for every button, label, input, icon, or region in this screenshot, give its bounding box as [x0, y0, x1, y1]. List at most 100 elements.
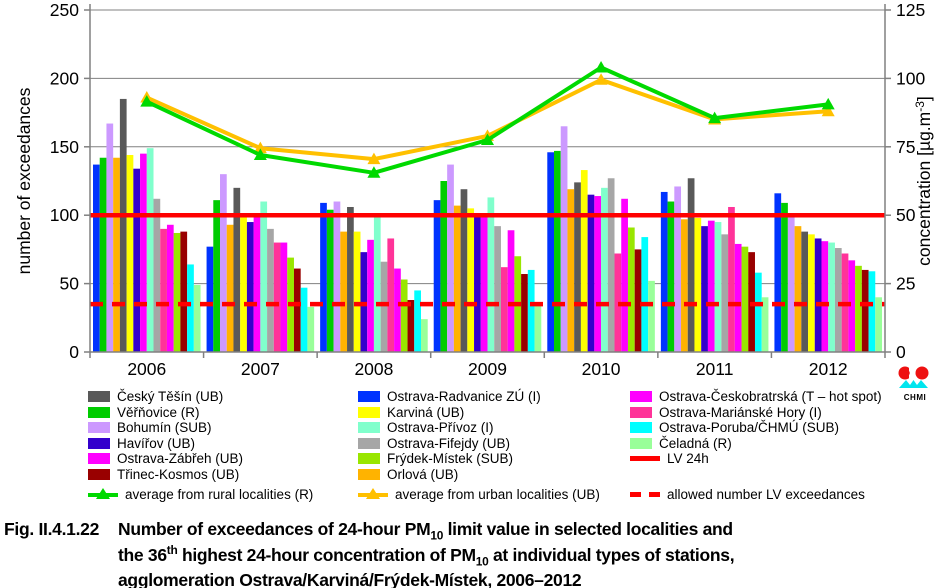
bar [681, 219, 688, 352]
bar [180, 231, 188, 352]
chmi-logo-text: CHMI [903, 393, 927, 402]
legend-label: Ostrava-Poruba/ČHMÚ (SUB) [659, 420, 840, 436]
legend-swatch-rect [358, 422, 380, 434]
legend-item: Ostrava-Přívoz (I) [358, 420, 630, 436]
bar [614, 253, 622, 352]
line-marker [140, 95, 154, 107]
y-axis-left-tick-label: 150 [50, 137, 79, 157]
bar [394, 268, 401, 352]
figure-number: Fig. II.4.1.22 [4, 519, 100, 539]
bar [660, 191, 668, 352]
bar [828, 242, 835, 352]
caption-segment: limit value in selected localities and [443, 519, 734, 539]
bar [834, 248, 842, 352]
x-axis-tick-label: 2012 [809, 359, 848, 379]
legend-swatch-line-marker [358, 488, 388, 501]
caption-segment: Number of exceedances of 24-hour PM [118, 519, 431, 539]
bar [99, 157, 107, 352]
bar [220, 174, 227, 352]
legend-item: average from urban localities (UB) [358, 487, 630, 503]
caption-segment: 10 [475, 554, 489, 569]
bar [728, 206, 735, 352]
bar [721, 234, 729, 352]
x-axis-tick-label: 2011 [696, 359, 734, 379]
legend-column: Český Těšín (UB) Věřňovice (R) Bohumín (SU… [88, 389, 358, 503]
legend-swatch-rect [88, 437, 110, 449]
bar [140, 153, 147, 352]
legend-swatch-rect [630, 437, 652, 449]
legend-label: average from rural localities (R) [125, 487, 314, 503]
bar [233, 187, 241, 352]
legend-column: Ostrava-Českobratrská (T – hot spot) Ostr… [630, 389, 948, 503]
y-axis-left-tick-label: 0 [69, 342, 79, 362]
bar [855, 265, 862, 352]
chart-legend: Český Těšín (UB) Věřňovice (R) Bohumín (SU… [88, 389, 948, 503]
line-marker [594, 60, 608, 73]
line-marker [821, 104, 835, 117]
legend-swatch-refline [630, 456, 660, 462]
bar [467, 208, 475, 352]
bar [447, 164, 454, 352]
legend-label: allowed number LV exceedances [667, 487, 865, 503]
bar [701, 226, 708, 352]
bar [166, 224, 174, 352]
bar [500, 267, 508, 352]
line-marker [821, 97, 835, 110]
bar [213, 200, 221, 352]
legend-swatch-rect [630, 406, 652, 418]
legend-swatch-rect [358, 468, 380, 480]
bar [267, 228, 274, 352]
legend-label: Čeladná (R) [659, 435, 732, 451]
legend-label: Ostrava-Zábřeh (UB) [117, 451, 244, 467]
bar [273, 242, 281, 352]
bar [694, 217, 702, 352]
bar [801, 231, 809, 352]
bar [734, 243, 742, 352]
bar [634, 249, 642, 352]
y-axis-left-title: number of exceedances [14, 87, 34, 274]
bar [326, 209, 334, 352]
legend-label: Ostrava-Přívoz (I) [387, 420, 494, 436]
legend-label: Ostrava-Fifejdy (UB) [387, 435, 511, 451]
legend-swatch-none [630, 472, 660, 477]
legend-swatch-rect [358, 406, 380, 418]
bar [126, 155, 134, 352]
bar [848, 260, 856, 352]
bar [353, 231, 361, 352]
bar [774, 193, 782, 352]
legend-label: Bohumín (SUB) [117, 420, 212, 436]
bar [567, 189, 575, 352]
legend-item: Třinec-Kosmos (UB) [88, 467, 358, 483]
figure-caption: Fig. II.4.1.22 Number of exceedances of … [4, 519, 946, 588]
legend-label: Český Těšín (UB) [117, 389, 224, 405]
legend-item: average from rural localities (R) [88, 487, 358, 503]
bar [587, 194, 595, 352]
bar [787, 215, 795, 352]
line-marker [253, 141, 267, 154]
bar [253, 216, 261, 352]
legend-item: Havířov (UB) [88, 436, 358, 452]
legend-item: Orlová (UB) [358, 467, 630, 483]
bar [875, 297, 882, 352]
bar [554, 150, 561, 352]
legend-item: Ostrava-Českobratrská (T – hot spot) [630, 389, 948, 405]
bar [293, 268, 301, 352]
bar [133, 168, 141, 352]
bar [648, 280, 655, 352]
y-axis-left-tick-label: 250 [50, 0, 79, 20]
x-axis-tick-label: 2008 [354, 359, 393, 379]
bar [453, 205, 461, 352]
bar [206, 246, 214, 352]
legend-swatch-rect [88, 391, 110, 403]
bar [621, 198, 628, 352]
legend-swatch-rect [88, 422, 110, 434]
y-axis-right-tick-label: 125 [896, 0, 925, 20]
bar [574, 182, 581, 352]
legend-label: average from urban localities (UB) [395, 487, 600, 503]
line-marker [253, 148, 267, 161]
bar [527, 269, 535, 352]
caption-segment: 10 [430, 528, 444, 543]
y-axis-right-tick-label: 75 [896, 137, 915, 157]
bar [861, 269, 869, 352]
